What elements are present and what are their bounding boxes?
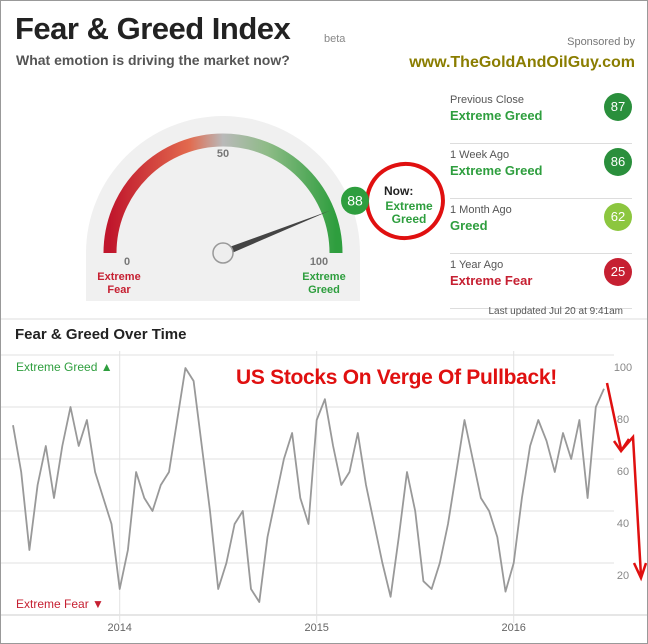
history-label: 1 Week Ago <box>450 149 510 161</box>
extreme-greed-label: Extreme Greed ▲ <box>16 360 113 374</box>
y-tick-label: 80 <box>617 414 629 426</box>
gauge-needle <box>221 210 330 257</box>
history-rating: Extreme Greed <box>450 163 543 178</box>
highlight-circle <box>365 161 445 241</box>
history-value: 87 <box>604 93 632 121</box>
x-tick-label: 2014 <box>107 622 131 634</box>
y-tick-label: 20 <box>617 570 629 582</box>
gauge: 0 50 100 88 <box>124 148 370 268</box>
history-rating: Extreme Fear <box>450 273 533 288</box>
subtitle: What emotion is driving the market now? <box>16 52 290 68</box>
y-tick-label: 40 <box>617 518 629 530</box>
gauge-tick-label: 100 <box>310 256 328 268</box>
history-label: 1 Month Ago <box>450 204 512 216</box>
annotation: US Stocks On Verge Of Pullback! <box>236 366 557 389</box>
gauge-tick-label: 50 <box>217 148 229 160</box>
history-value: 25 <box>604 258 632 286</box>
chart-title: Fear & Greed Over Time <box>15 326 187 343</box>
title: Fear & Greed Index <box>15 11 291 46</box>
y-tick-label: 60 <box>617 466 629 478</box>
history-row: Previous Close Extreme Greed 87 <box>450 89 632 144</box>
x-tick-label: 2016 <box>501 622 525 634</box>
arrow <box>620 433 643 577</box>
pullback-arrows <box>605 382 647 582</box>
gauge-hub <box>212 242 234 264</box>
sponsor-label: Sponsored by <box>567 36 635 48</box>
now-label: Now: <box>384 184 414 198</box>
y-tick-label: 100 <box>614 362 632 374</box>
arrow-head <box>632 562 647 582</box>
line-chart: 20 40 60 80 100 2014 2015 2016 <box>1 351 647 634</box>
history-rating: Greed <box>450 218 488 233</box>
gauge-max-label: Extreme Greed <box>302 271 346 296</box>
gauge-value-badge <box>341 186 370 215</box>
history-label: 1 Year Ago <box>450 259 504 271</box>
gauge-min-label: Extreme Fear <box>97 271 141 296</box>
beta-badge: beta <box>324 33 346 45</box>
history-rating: Extreme Greed <box>450 108 543 123</box>
history-value: 62 <box>604 203 632 231</box>
extreme-fear-label: Extreme Fear ▼ <box>16 597 104 611</box>
history-value: 86 <box>604 148 632 176</box>
arrow <box>605 382 623 450</box>
history-list: Previous Close Extreme Greed 87 1 Week Ago E… <box>450 89 632 309</box>
x-tick-label: 2015 <box>304 622 328 634</box>
data-line <box>12 367 605 603</box>
gauge-value: 88 <box>347 193 363 209</box>
history-row: 1 Month Ago Greed 62 <box>450 199 632 254</box>
history-label: Previous Close <box>450 94 524 106</box>
sponsor-link[interactable]: www.TheGoldAndOilGuy.com <box>409 54 635 71</box>
now-rating: Extreme Greed <box>385 199 433 226</box>
gauge-tick-label: 0 <box>124 256 130 268</box>
last-updated: Last updated Jul 20 at 9:41am <box>488 306 623 317</box>
history-row: 1 Year Ago Extreme Fear 25 <box>450 254 632 309</box>
history-row: 1 Week Ago Extreme Greed 86 <box>450 144 632 199</box>
gauge-arc <box>103 133 343 254</box>
